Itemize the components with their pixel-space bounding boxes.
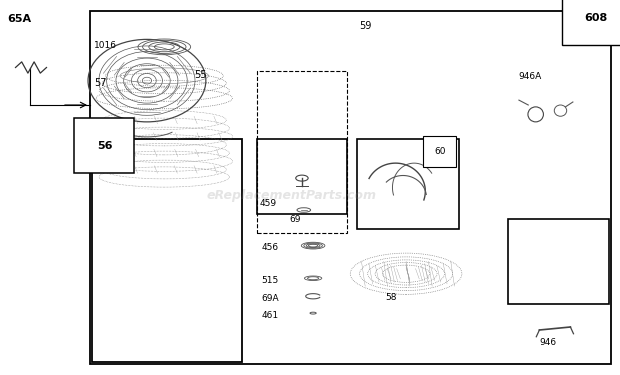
Text: 58: 58 [386,293,397,302]
Text: 57: 57 [94,78,107,87]
Text: 946A: 946A [518,72,542,81]
Text: 459: 459 [259,200,277,208]
Bar [508,219,609,304]
Text: 56: 56 [97,141,112,151]
Text: 456: 456 [262,243,279,252]
Text: 515: 515 [262,276,279,285]
Text: 461: 461 [262,310,279,320]
Text: 55: 55 [194,70,206,80]
Text: 69A: 69A [262,294,279,303]
Bar [356,139,459,229]
Bar [257,71,347,232]
Text: 608: 608 [584,13,608,23]
Text: 69: 69 [290,214,301,223]
Text: 59: 59 [360,21,372,31]
Bar [92,139,242,362]
Text: 60: 60 [434,147,446,156]
Text: eReplacementParts.com: eReplacementParts.com [206,189,376,201]
Text: 946: 946 [539,338,557,347]
Bar [257,139,347,214]
Bar [90,11,611,364]
Text: 1016: 1016 [94,41,117,50]
Text: 65A: 65A [7,14,32,24]
